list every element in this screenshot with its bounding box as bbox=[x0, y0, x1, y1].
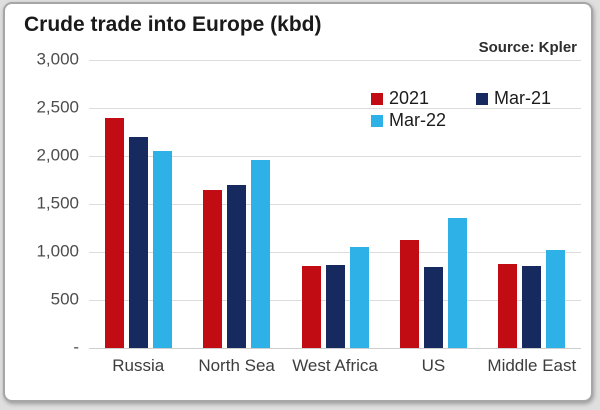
chart-card: Crude trade into Europe (kbd) Source: Kp… bbox=[3, 2, 593, 402]
legend-swatch-2021 bbox=[371, 92, 383, 105]
bar-group-west-africa bbox=[286, 60, 384, 348]
bar-group-russia bbox=[89, 60, 187, 348]
y-tick-label: 1,000 bbox=[36, 241, 79, 261]
x-tick-label: Russia bbox=[112, 356, 165, 375]
legend-row: Mar-22 bbox=[371, 110, 551, 131]
legend-item-mar-21: Mar-21 bbox=[476, 88, 551, 109]
gridline bbox=[89, 60, 581, 61]
gridline bbox=[89, 156, 581, 157]
x-tick-label: US bbox=[421, 356, 446, 375]
bar-north-sea-2021 bbox=[203, 190, 223, 348]
legend-row: 2021 Mar-21 bbox=[371, 88, 551, 109]
x-axis: Russia North Sea West Africa US Middle East bbox=[89, 356, 581, 376]
legend-label: 2021 bbox=[389, 88, 430, 108]
gridline bbox=[89, 108, 581, 109]
bar-us-mar-22 bbox=[447, 218, 467, 348]
bar-middle-east-2021 bbox=[498, 264, 518, 348]
bar-group-us bbox=[384, 60, 482, 348]
bar-west-africa-mar-21 bbox=[325, 265, 345, 348]
y-tick-label: 1,500 bbox=[36, 193, 79, 213]
bar-us-mar-21 bbox=[423, 267, 443, 348]
y-tick-label: 2,500 bbox=[36, 97, 79, 117]
gridline bbox=[89, 348, 581, 349]
bar-middle-east-mar-21 bbox=[522, 266, 542, 348]
y-tick-label: - bbox=[73, 337, 79, 357]
bar-middle-east-mar-22 bbox=[546, 250, 566, 348]
y-tick-label: 2,000 bbox=[36, 145, 79, 165]
bar-groups bbox=[89, 60, 581, 348]
source-label: Source: Kpler bbox=[478, 39, 577, 56]
x-tick-label: Middle East bbox=[487, 356, 577, 375]
bar-us-2021 bbox=[399, 240, 419, 348]
legend-label: Mar-21 bbox=[494, 88, 552, 108]
y-tick-label: 3,000 bbox=[36, 49, 79, 69]
bar-group-middle-east bbox=[483, 60, 581, 348]
legend-label: Mar-22 bbox=[389, 110, 447, 130]
bar-group-north-sea bbox=[187, 60, 285, 348]
bar-west-africa-2021 bbox=[301, 266, 321, 348]
chart-title: Crude trade into Europe (kbd) bbox=[24, 13, 322, 36]
legend-swatch-mar-22 bbox=[371, 114, 383, 127]
y-axis: 3,000 2,500 2,000 1,500 1,000 500 - bbox=[13, 50, 79, 357]
gridline bbox=[89, 252, 581, 253]
bar-russia-2021 bbox=[104, 118, 124, 348]
y-tick-label: 500 bbox=[50, 289, 79, 309]
legend-item-mar-22: Mar-22 bbox=[371, 110, 446, 131]
x-tick-label: North Sea bbox=[198, 356, 275, 375]
legend-item-2021: 2021 bbox=[371, 88, 429, 109]
bar-north-sea-mar-22 bbox=[251, 160, 271, 348]
legend-swatch-mar-21 bbox=[476, 92, 489, 105]
bar-russia-mar-22 bbox=[152, 151, 172, 348]
bar-russia-mar-21 bbox=[128, 137, 148, 348]
legend: 2021 Mar-21 Mar-22 bbox=[371, 88, 551, 132]
gridline bbox=[89, 204, 581, 205]
plot-area bbox=[89, 60, 581, 349]
bar-west-africa-mar-22 bbox=[349, 247, 369, 348]
x-tick-label: West Africa bbox=[292, 356, 378, 375]
bar-north-sea-mar-21 bbox=[227, 185, 247, 348]
